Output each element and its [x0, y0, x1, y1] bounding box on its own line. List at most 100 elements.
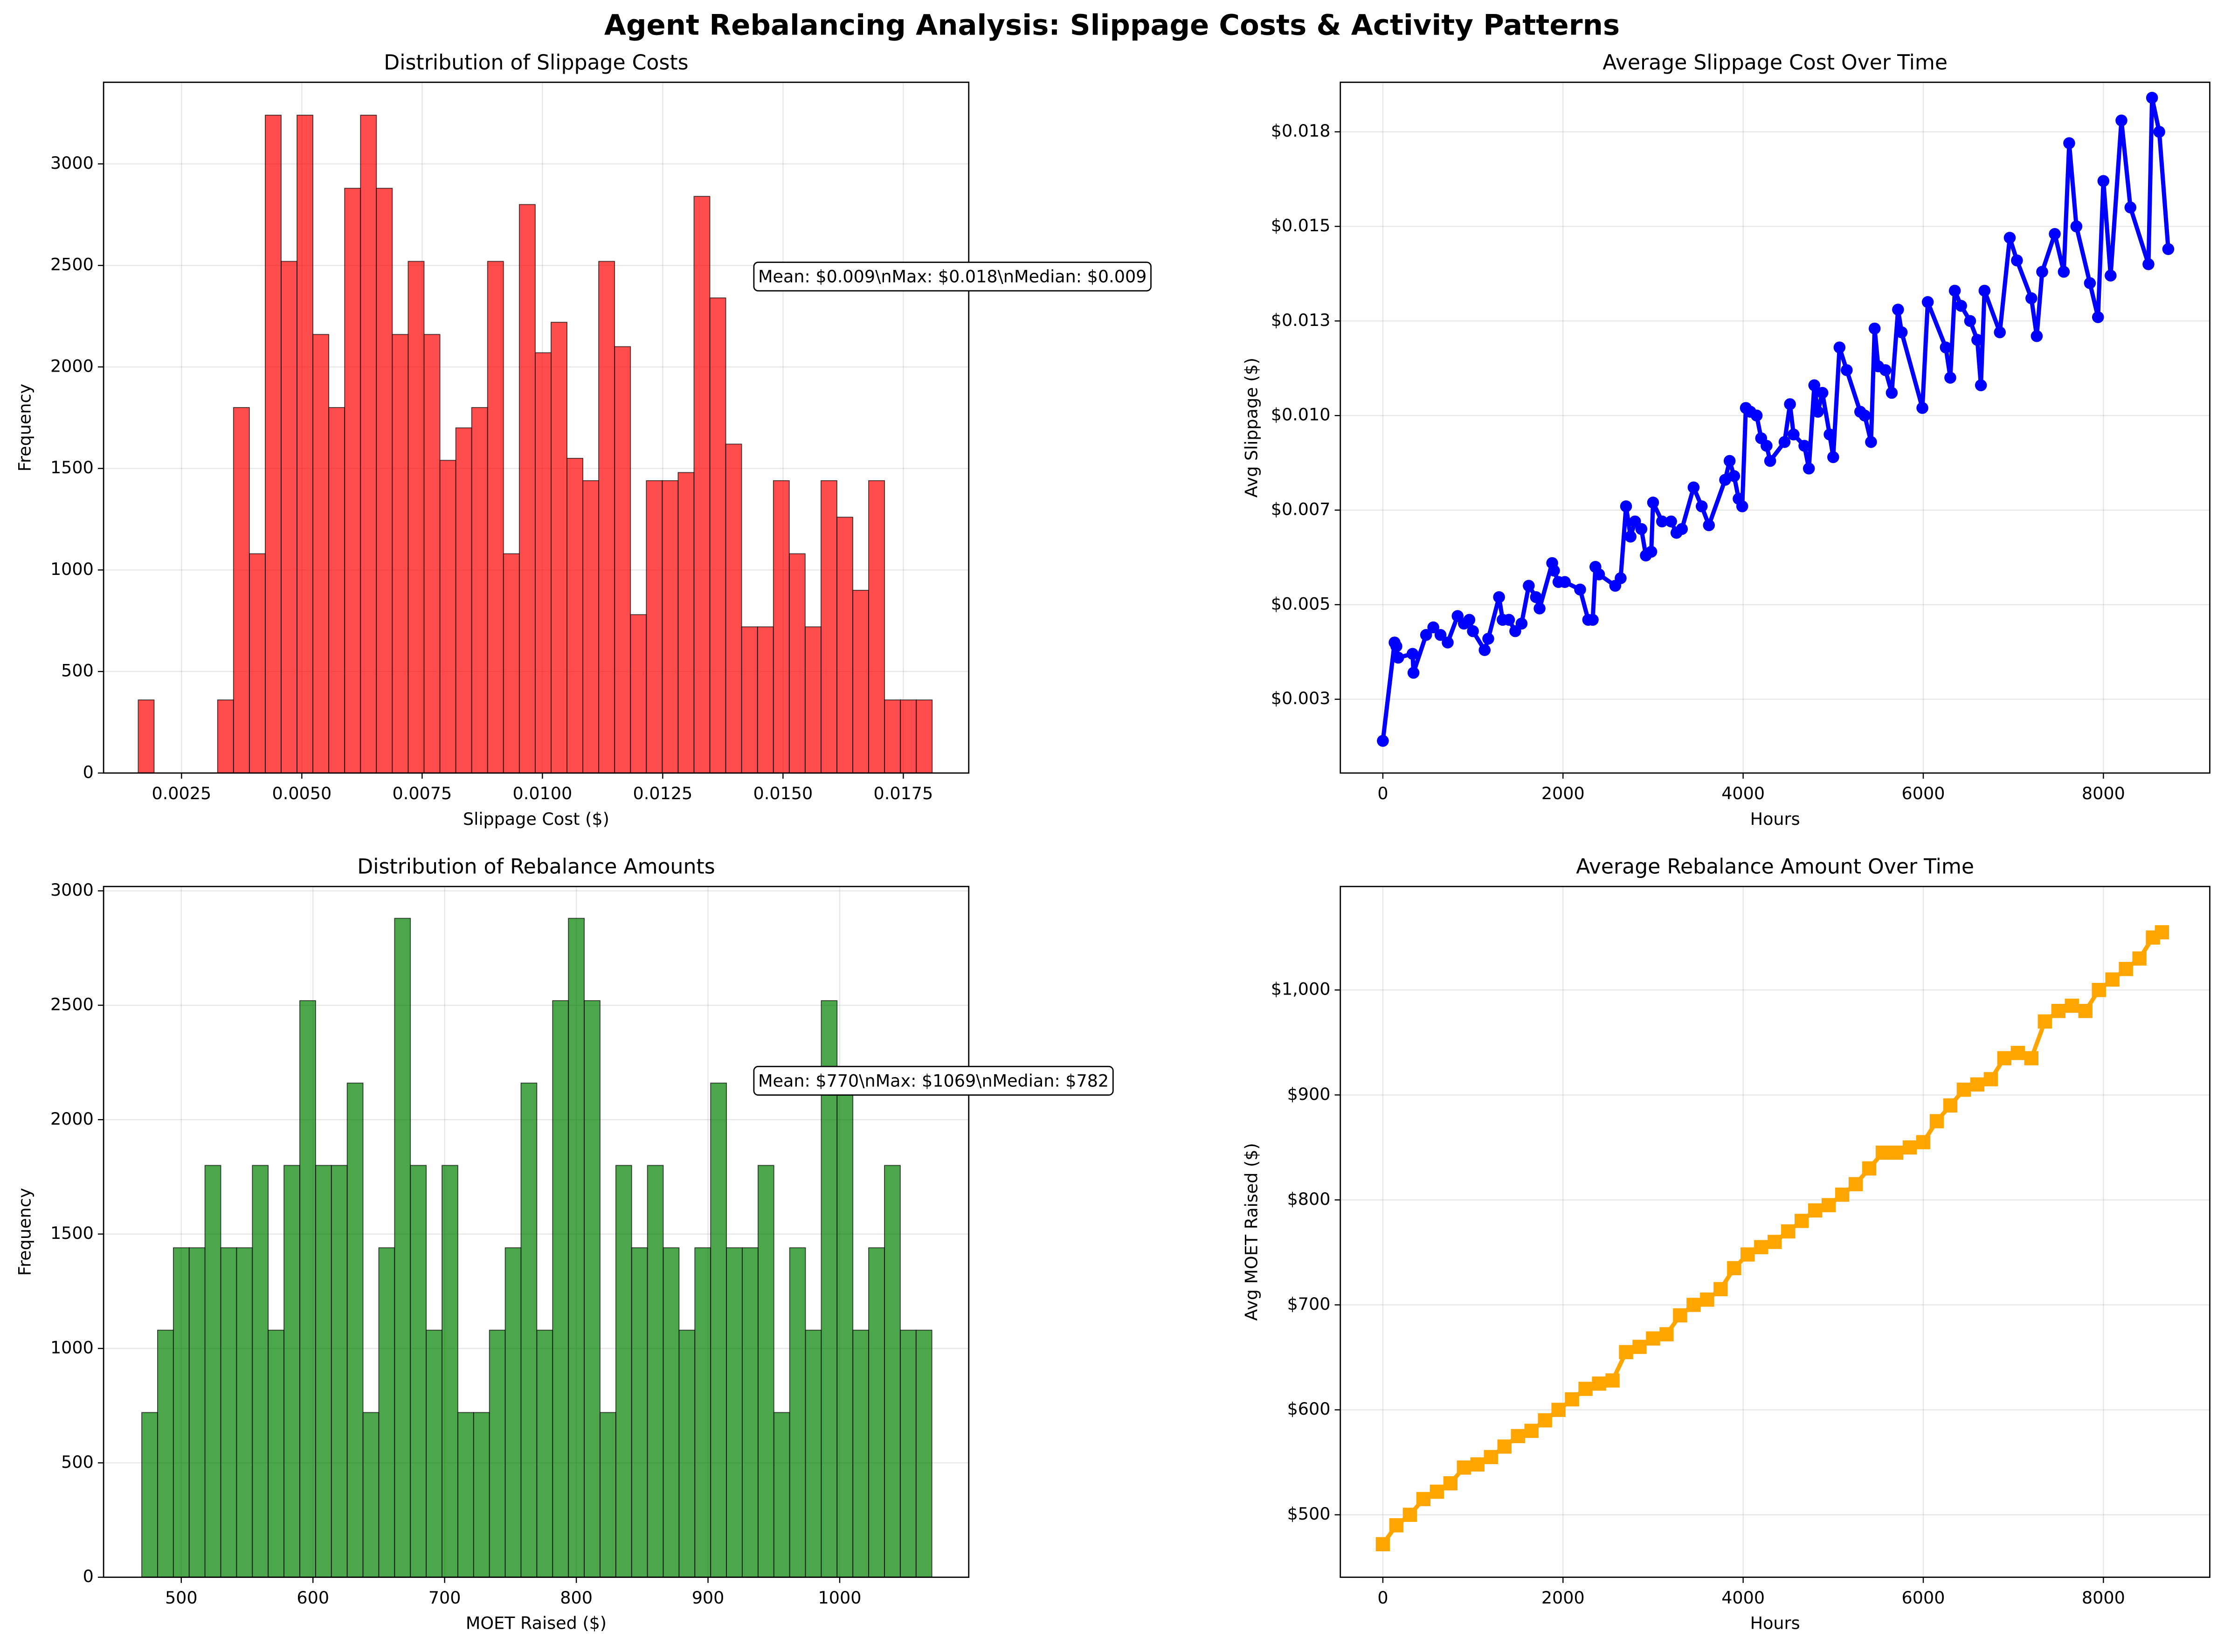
bar — [663, 1247, 680, 1578]
marker — [1416, 1492, 1431, 1507]
y-tick-label: 1500 — [50, 1223, 94, 1243]
y-tick-label: $0.007 — [1271, 499, 1331, 519]
bar — [252, 1165, 269, 1578]
bar — [773, 480, 790, 774]
x-tick-label: 4000 — [1721, 1588, 1765, 1608]
marker — [1827, 451, 1839, 463]
bar — [473, 1412, 490, 1578]
marker — [1407, 667, 1420, 679]
y-tick-label: 2000 — [50, 1109, 94, 1129]
marker — [2058, 266, 2070, 278]
marker — [2119, 961, 2133, 976]
bar — [916, 699, 933, 774]
marker — [1686, 1298, 1701, 1312]
marker — [1524, 1424, 1539, 1438]
marker — [1703, 519, 1715, 532]
marker — [1470, 1457, 1485, 1472]
marker — [1574, 583, 1586, 596]
marker — [1997, 1051, 2012, 1065]
axes-frame — [103, 82, 970, 774]
axes-frame — [1340, 82, 2210, 774]
bar — [220, 1247, 237, 1578]
marker — [1723, 455, 1736, 467]
bar — [394, 918, 411, 1578]
marker — [1916, 1135, 1931, 1149]
marker — [2011, 254, 2023, 267]
y-tick-label: 3000 — [50, 153, 94, 173]
marker — [2162, 243, 2175, 255]
bar — [536, 1329, 553, 1578]
annotation: Mean: $0.009\nMax: $0.018\nMedian: $0.00… — [758, 267, 1147, 287]
bar — [138, 699, 155, 774]
bar — [615, 1165, 632, 1578]
marker — [1916, 402, 1928, 414]
marker — [1665, 515, 1677, 528]
bar — [457, 1412, 474, 1578]
bar — [868, 1247, 885, 1578]
marker — [1587, 614, 1599, 626]
marker — [2031, 330, 2043, 342]
bar — [646, 480, 663, 774]
bar — [804, 626, 822, 774]
bar — [233, 407, 250, 774]
bar — [805, 1329, 822, 1578]
marker — [1833, 341, 1846, 353]
marker — [1659, 1327, 1674, 1341]
y-tick-label: $0.018 — [1271, 121, 1331, 141]
marker — [1443, 1476, 1458, 1491]
marker — [1620, 500, 1632, 512]
y-axis-label: Avg MOET Raised ($) — [1242, 1143, 1262, 1320]
marker — [1879, 364, 1892, 376]
marker — [1533, 602, 1546, 615]
bar — [504, 1247, 522, 1578]
y-tick-label: 0 — [83, 1566, 94, 1586]
panel-title: Distribution of Slippage Costs — [384, 51, 688, 75]
panel: Average Rebalance Amount Over Time 0 2000 4… — [1242, 855, 2210, 1633]
bar — [884, 1165, 901, 1578]
y-tick-label: $600 — [1287, 1399, 1331, 1419]
bar — [410, 1165, 427, 1578]
bar — [442, 1165, 458, 1578]
x-tick-label: 0.0100 — [513, 783, 573, 803]
marker — [1728, 470, 1741, 482]
y-tick-label: 3000 — [50, 880, 94, 900]
marker — [1994, 326, 2006, 339]
marker — [1578, 1382, 1593, 1396]
x-tick-label: 6000 — [1902, 783, 1945, 803]
marker — [1493, 591, 1505, 603]
marker — [2153, 125, 2165, 138]
bar — [426, 1329, 442, 1578]
bar — [631, 1247, 648, 1578]
bar — [360, 115, 377, 774]
bar — [188, 1247, 206, 1578]
x-tick-label: 500 — [165, 1588, 198, 1608]
marker — [1784, 398, 1796, 410]
y-tick-label: $700 — [1287, 1294, 1331, 1314]
panel-title: Distribution of Rebalance Amounts — [357, 855, 715, 879]
bar — [518, 204, 536, 774]
bar — [315, 1165, 332, 1578]
marker — [1482, 633, 1494, 645]
marker — [1559, 576, 1571, 588]
bar — [899, 1329, 917, 1578]
marker — [1632, 1340, 1647, 1354]
marker — [1970, 1077, 1985, 1092]
y-tick-label: 0 — [83, 762, 94, 782]
marker — [1377, 735, 1389, 747]
y-tick-label: 2000 — [50, 356, 94, 376]
bar — [141, 1412, 158, 1578]
bar — [503, 553, 520, 774]
marker — [1929, 1114, 1944, 1128]
bar — [236, 1247, 253, 1578]
marker — [1392, 651, 1404, 664]
x-tick-label: 0.0050 — [272, 783, 332, 803]
marker — [1530, 591, 1542, 603]
bar — [630, 614, 647, 774]
panel: Distribution of Slippage Costs 0.0025 0.00… — [14, 51, 1152, 829]
bar — [694, 1247, 711, 1578]
marker — [2010, 1046, 2025, 1060]
marker — [2124, 201, 2137, 214]
x-axis-label: Slippage Cost ($) — [463, 809, 609, 829]
marker — [1795, 1214, 1809, 1228]
bar — [709, 297, 726, 774]
